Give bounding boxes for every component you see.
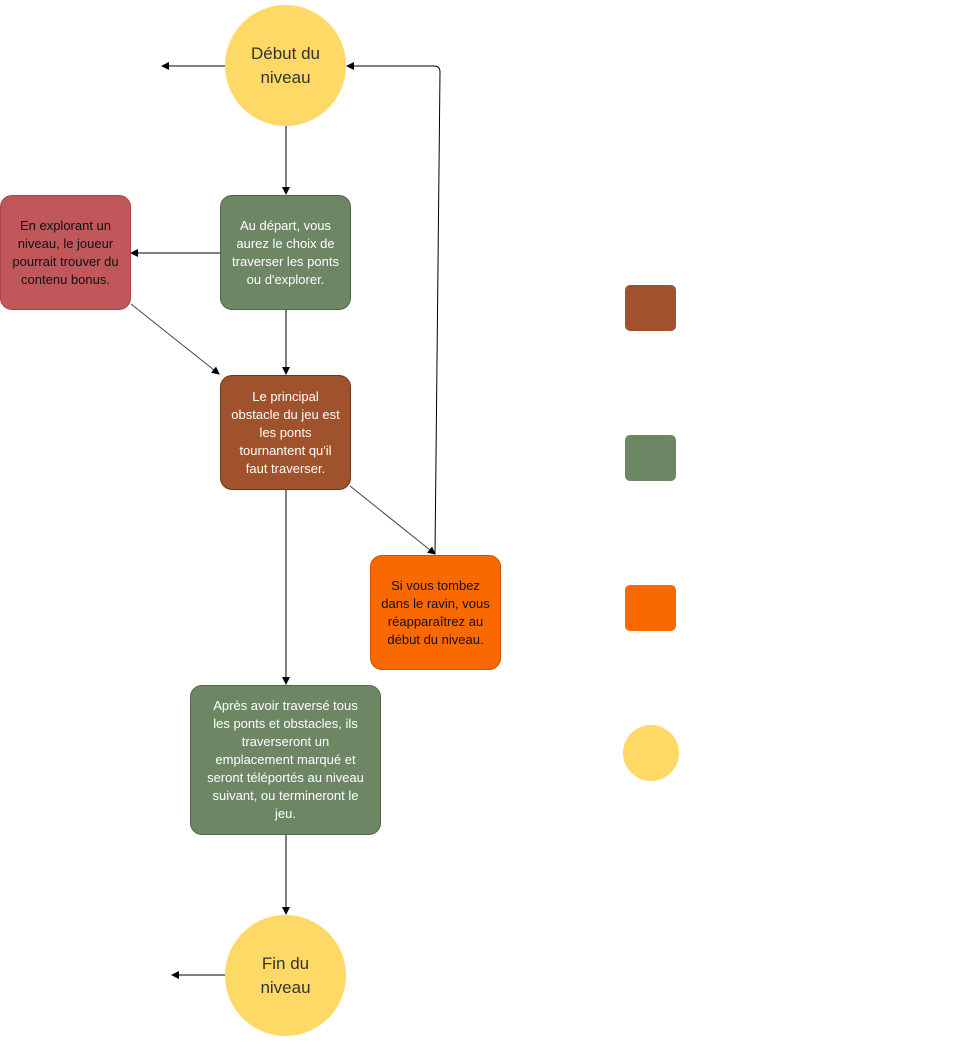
edge-fall-start (346, 62, 441, 555)
fall-node: Si vous tombez dans le ravin, vous réapp… (370, 555, 501, 670)
bonus-node-label: En explorant un niveau, le joueur pourra… (12, 217, 119, 287)
after-node-label: Après avoir traversé tous les ponts et o… (207, 698, 364, 821)
edge-obstacle-fall (349, 485, 436, 555)
explore-node-label: Au départ, vous aurez le choix de traver… (232, 217, 339, 287)
start-node: Début du niveau (225, 5, 346, 126)
legend-yellow-circle-swatch (623, 725, 679, 781)
start-node-label: Début du niveau (251, 43, 320, 87)
fall-node-label: Si vous tombez dans le ravin, vous réapp… (381, 577, 490, 647)
obstacle-node: Le principal obstacle du jeu est les pon… (220, 375, 351, 490)
end-node-label: Fin du niveau (260, 953, 311, 997)
explore-node: Au départ, vous aurez le choix de traver… (220, 195, 351, 310)
edge-bonus-obstacle (130, 303, 220, 375)
legend-orange-swatch (625, 585, 676, 631)
bonus-node: En explorant un niveau, le joueur pourra… (0, 195, 131, 310)
after-node: Après avoir traversé tous les ponts et o… (190, 685, 381, 835)
legend-brown-swatch (625, 285, 676, 331)
end-node: Fin du niveau (225, 915, 346, 1036)
obstacle-node-label: Le principal obstacle du jeu est les pon… (231, 388, 340, 476)
legend-green-swatch (625, 435, 676, 481)
